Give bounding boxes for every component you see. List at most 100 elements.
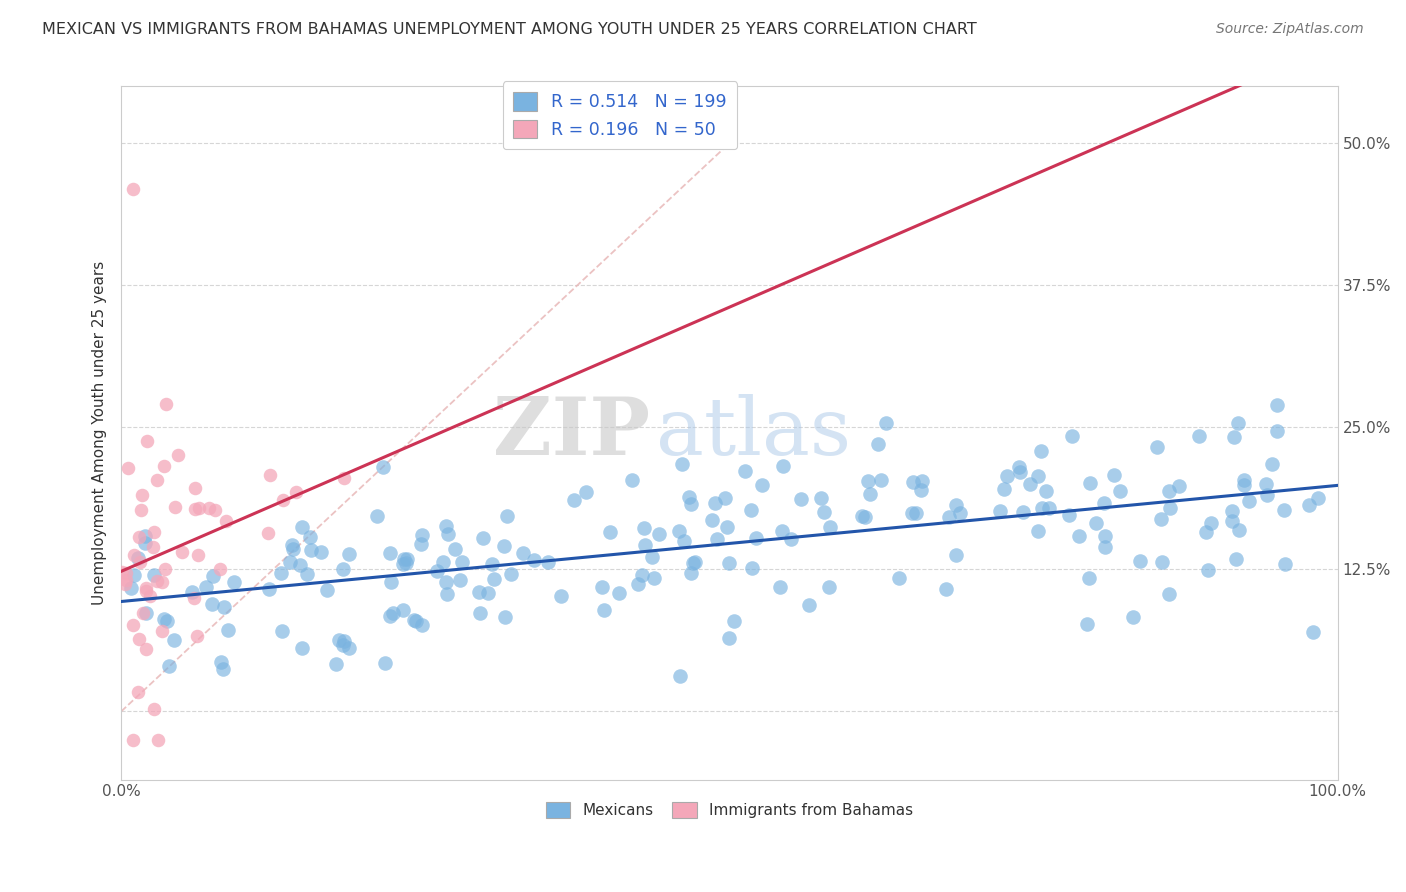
Point: [1261, 457, 1284, 471]
Point: [183, 501, 205, 516]
Point: [704, 496, 727, 510]
Point: [291, 640, 314, 655]
Point: [157, 659, 180, 673]
Point: [678, 490, 700, 504]
Point: [411, 618, 433, 632]
Point: [634, 538, 657, 552]
Point: [537, 556, 560, 570]
Point: [391, 603, 413, 617]
Point: [434, 518, 457, 533]
Point: [745, 531, 768, 545]
Point: [432, 555, 454, 569]
Point: [945, 549, 967, 563]
Point: [150, 624, 173, 638]
Point: [482, 572, 505, 586]
Point: [139, 589, 162, 603]
Point: [1222, 430, 1244, 444]
Point: [332, 562, 354, 576]
Point: [1007, 460, 1029, 475]
Point: [380, 574, 402, 589]
Point: [299, 543, 322, 558]
Point: [669, 669, 692, 683]
Point: [627, 577, 650, 591]
Point: [1129, 554, 1152, 568]
Y-axis label: Unemployment Among Youth under 25 years: Unemployment Among Youth under 25 years: [93, 260, 107, 605]
Point: [288, 558, 311, 572]
Point: [683, 555, 706, 569]
Point: [281, 542, 304, 557]
Point: [772, 459, 794, 474]
Point: [187, 501, 209, 516]
Point: [851, 509, 873, 524]
Point: [436, 587, 458, 601]
Point: [1157, 484, 1180, 499]
Point: [1227, 523, 1250, 537]
Point: [810, 491, 832, 506]
Point: [153, 562, 176, 576]
Point: [671, 457, 693, 471]
Point: [405, 614, 427, 628]
Point: [127, 551, 149, 566]
Point: [1031, 501, 1053, 516]
Point: [988, 504, 1011, 518]
Point: [779, 532, 801, 546]
Point: [477, 586, 499, 600]
Point: [134, 536, 156, 550]
Point: [411, 527, 433, 541]
Point: [905, 506, 928, 520]
Point: [278, 555, 301, 569]
Point: [591, 580, 613, 594]
Point: [328, 632, 350, 647]
Point: [129, 555, 152, 569]
Point: [115, 574, 138, 588]
Point: [204, 503, 226, 517]
Point: [468, 585, 491, 599]
Point: [790, 491, 813, 506]
Point: [366, 509, 388, 524]
Point: [853, 510, 876, 524]
Point: [222, 574, 245, 589]
Text: MEXICAN VS IMMIGRANTS FROM BAHAMAS UNEMPLOYMENT AMONG YOUTH UNDER 25 YEARS CORRE: MEXICAN VS IMMIGRANTS FROM BAHAMAS UNEMP…: [42, 22, 977, 37]
Point: [700, 513, 723, 527]
Point: [333, 470, 356, 484]
Point: [122, 618, 145, 632]
Point: [202, 569, 225, 583]
Point: [270, 624, 292, 639]
Point: [373, 459, 395, 474]
Point: [316, 582, 339, 597]
Point: [813, 505, 835, 519]
Text: Source: ZipAtlas.com: Source: ZipAtlas.com: [1216, 22, 1364, 37]
Point: [434, 574, 457, 589]
Point: [512, 546, 534, 560]
Point: [643, 572, 665, 586]
Point: [270, 566, 292, 580]
Point: [1092, 496, 1115, 510]
Point: [146, 574, 169, 588]
Point: [1274, 557, 1296, 571]
Point: [910, 483, 932, 497]
Point: [648, 527, 671, 541]
Point: [1194, 524, 1216, 539]
Point: [183, 591, 205, 605]
Point: [117, 461, 139, 475]
Point: [1159, 586, 1181, 600]
Point: [1220, 504, 1243, 518]
Legend: Mexicans, Immigrants from Bahamas: Mexicans, Immigrants from Bahamas: [540, 796, 920, 824]
Point: [717, 556, 740, 570]
Point: [1067, 528, 1090, 542]
Point: [259, 582, 281, 596]
Point: [631, 568, 654, 582]
Point: [136, 434, 159, 449]
Point: [436, 527, 458, 541]
Point: [1298, 498, 1320, 512]
Point: [1168, 479, 1191, 493]
Point: [146, 732, 169, 747]
Point: [481, 558, 503, 572]
Point: [672, 534, 695, 549]
Point: [281, 538, 304, 552]
Point: [575, 485, 598, 500]
Point: [856, 474, 879, 488]
Point: [114, 577, 136, 591]
Point: [1256, 488, 1278, 502]
Point: [901, 506, 924, 520]
